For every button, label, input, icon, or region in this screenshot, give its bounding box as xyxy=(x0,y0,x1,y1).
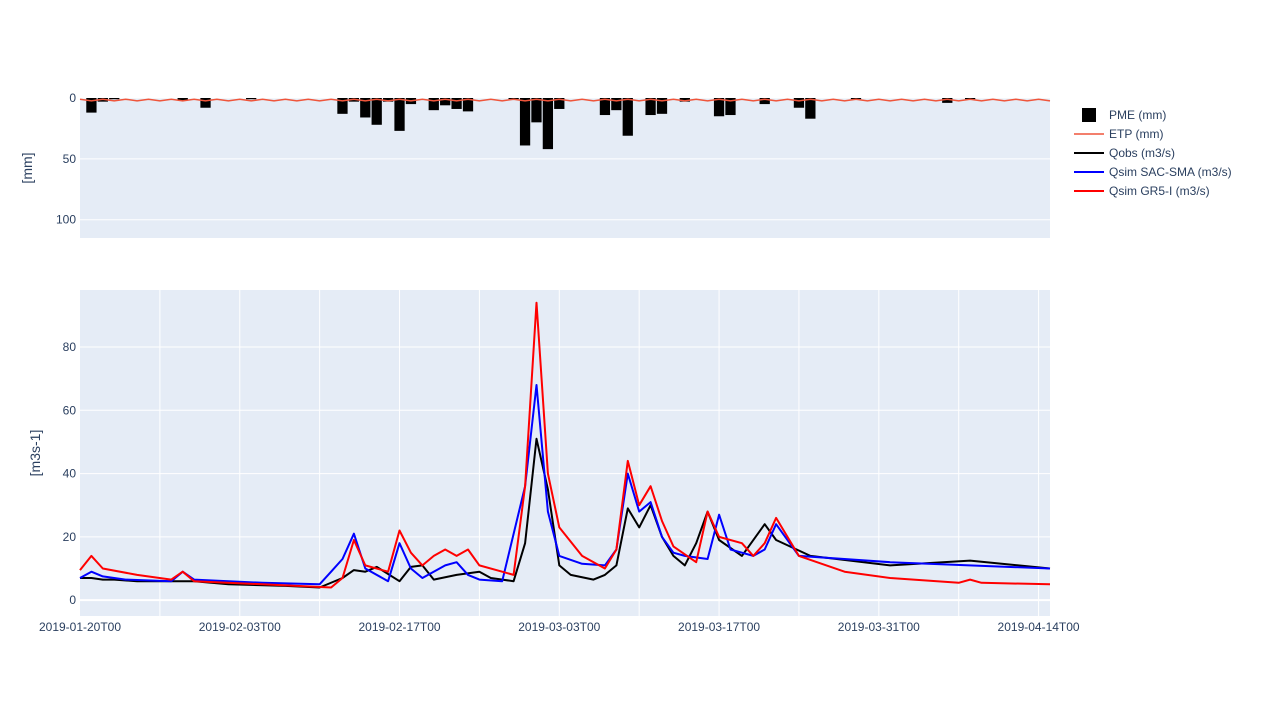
discharge-panel: 0 20 40 60 80 [m3s-1] 2019-01-20T00 2019-02-03T… xyxy=(27,290,1080,634)
precip-plot-area xyxy=(80,98,1050,238)
pme-bar xyxy=(337,98,348,114)
pme-bar xyxy=(713,98,725,117)
pme-bar xyxy=(382,98,394,102)
pme-bar xyxy=(246,98,257,100)
x-tick-label: 2019-02-17T00 xyxy=(358,620,440,634)
legend-item-pme[interactable]: PME (mm) xyxy=(1082,108,1166,122)
pme-bar xyxy=(679,98,690,102)
precip-y-tick-label: 50 xyxy=(63,152,77,166)
discharge-y-tick-label: 20 xyxy=(63,530,77,544)
qsim-gr5i-line xyxy=(79,301,1051,589)
pme-bar xyxy=(622,98,633,136)
legend-label: ETP (mm) xyxy=(1109,127,1163,141)
pme-bar xyxy=(200,98,211,108)
pme-bar xyxy=(725,98,736,116)
x-tick-label: 2019-02-03T00 xyxy=(199,620,281,634)
pme-bar xyxy=(759,98,770,105)
pme-bar xyxy=(942,98,953,103)
precip-y-tick-label: 100 xyxy=(56,213,76,227)
legend-item-qobs[interactable]: Qobs (m3/s) xyxy=(1074,146,1175,160)
x-tick-label: 2019-03-17T00 xyxy=(678,620,760,634)
x-tick-label: 2019-03-03T00 xyxy=(518,620,600,634)
legend-label: Qobs (m3/s) xyxy=(1109,146,1175,160)
pme-bar xyxy=(531,98,542,123)
discharge-y-tick-label: 60 xyxy=(63,403,77,417)
pme-bar xyxy=(793,98,805,108)
pme-bar xyxy=(394,98,405,131)
pme-bar xyxy=(611,98,622,111)
pme-bar xyxy=(599,98,611,116)
discharge-y-tick-label: 80 xyxy=(63,340,77,354)
pme-bar xyxy=(428,98,439,111)
pme-bar xyxy=(371,98,382,125)
legend-label: Qsim GR5-I (m3/s) xyxy=(1109,184,1210,198)
discharge-y-axis-label: [m3s-1] xyxy=(27,430,43,477)
x-tick-label: 2019-01-20T00 xyxy=(39,620,121,634)
precip-y-tick-label: 0 xyxy=(69,91,76,105)
pme-bar xyxy=(554,98,565,109)
legend-item-qsim-gr5i[interactable]: Qsim GR5-I (m3/s) xyxy=(1074,184,1210,198)
discharge-y-tick-label: 40 xyxy=(63,467,77,481)
pme-bar xyxy=(451,98,462,109)
legend-label: Qsim SAC-SMA (m3/s) xyxy=(1109,165,1232,179)
pme-bar xyxy=(462,98,474,112)
pme-bar xyxy=(109,98,120,100)
x-tick-label: 2019-03-31T00 xyxy=(838,620,920,634)
legend[interactable]: PME (mm) ETP (mm) Qobs (m3/s) Qsim SAC-SMA … xyxy=(1074,108,1232,198)
legend-item-etp[interactable]: ETP (mm) xyxy=(1074,127,1163,141)
pme-bar xyxy=(645,98,656,116)
pme-bar xyxy=(656,98,668,114)
precip-panel: 0 50 100 [mm] xyxy=(19,91,1051,238)
pme-bar xyxy=(86,98,97,113)
pme-bar xyxy=(360,98,371,118)
pme-bar xyxy=(519,98,531,146)
precip-y-axis-label: [mm] xyxy=(19,152,35,183)
etp-line xyxy=(79,98,1051,102)
x-tick-label: 2019-04-14T00 xyxy=(998,620,1080,634)
discharge-plot-area xyxy=(80,290,1050,616)
pme-bar xyxy=(805,98,816,119)
pme-bar xyxy=(542,98,554,150)
discharge-y-tick-label: 0 xyxy=(69,593,76,607)
pme-bar xyxy=(440,98,451,106)
legend-item-qsim-sacsma[interactable]: Qsim SAC-SMA (m3/s) xyxy=(1074,165,1232,179)
pme-bar xyxy=(177,98,188,101)
legend-swatch xyxy=(1082,108,1096,122)
legend-label: PME (mm) xyxy=(1109,108,1166,122)
